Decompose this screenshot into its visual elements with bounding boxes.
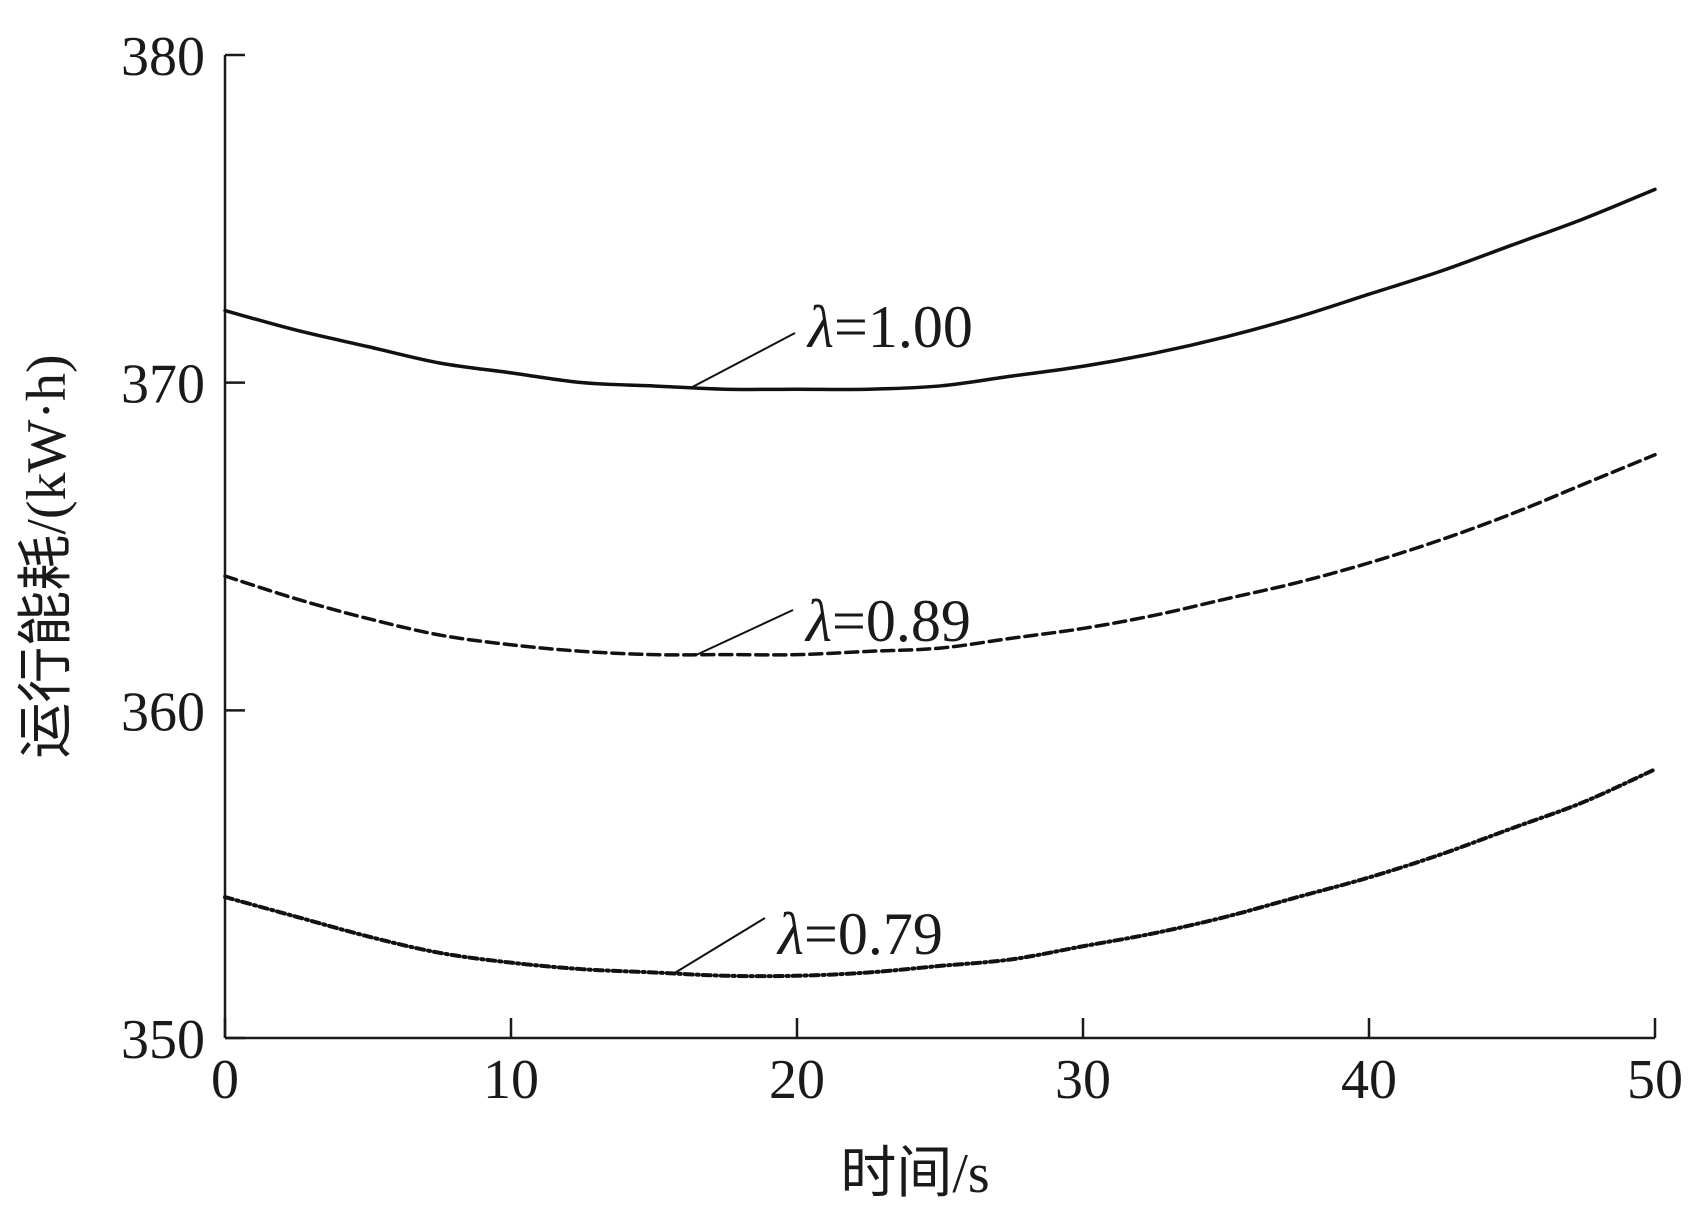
axes: 350 360 370 380 0 10 20 30 40 50 <box>121 26 1683 1111</box>
y-tick-label: 360 <box>121 681 205 743</box>
series-label: λ=0.89 <box>804 588 971 654</box>
series-label: λ=0.79 <box>776 901 943 967</box>
series-label-value: =0.79 <box>804 901 943 967</box>
x-tick-label: 20 <box>769 1049 825 1111</box>
series-leader-line <box>696 609 794 656</box>
series-leader-line <box>673 917 766 975</box>
series-label: λ=1.00 <box>806 294 973 360</box>
x-tick-label: 50 <box>1627 1049 1683 1111</box>
x-axis-label: 时间/s <box>840 1143 989 1205</box>
x-tick-label: 30 <box>1055 1049 1111 1111</box>
y-axis-label: 运行能耗/(kW·h) <box>16 354 78 758</box>
lambda-symbol: λ <box>776 901 804 967</box>
y-tick-label: 350 <box>121 1009 205 1071</box>
series-line-0 <box>223 187 1657 392</box>
lambda-symbol: λ <box>806 294 834 360</box>
series-line-1 <box>223 453 1657 657</box>
series-line-2 <box>223 767 1657 979</box>
series-label-value: =0.89 <box>832 588 971 654</box>
series-labels: λ=1.00λ=0.89λ=0.79 <box>673 294 973 975</box>
series-layer <box>223 187 1657 979</box>
x-tick-label: 0 <box>211 1049 239 1111</box>
series-leader-line <box>690 332 796 389</box>
x-tick-label: 10 <box>483 1049 539 1111</box>
y-tick-label: 380 <box>121 26 205 88</box>
series-label-value: =1.00 <box>834 294 973 360</box>
x-tick-label: 40 <box>1341 1049 1397 1111</box>
y-tick-label: 370 <box>121 354 205 416</box>
lambda-symbol: λ <box>804 588 832 654</box>
